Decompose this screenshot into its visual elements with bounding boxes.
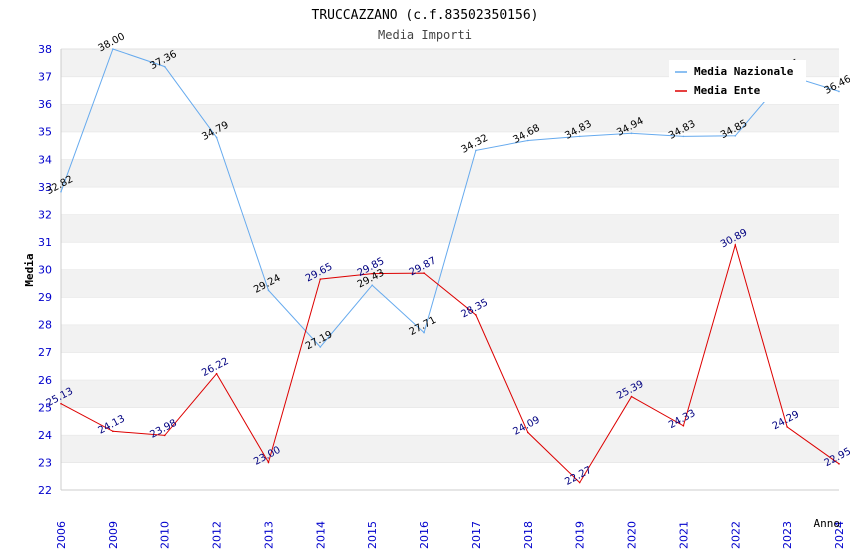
y-tick-label: 23 (38, 456, 52, 469)
legend-label-nazionale: Media Nazionale (694, 65, 794, 78)
y-tick-label: 28 (38, 319, 52, 332)
y-tick-label: 38 (38, 43, 52, 56)
y-tick-label: 35 (38, 126, 52, 139)
data-point (475, 149, 477, 152)
grid-band (61, 297, 839, 325)
x-tick-label: 2024 (833, 521, 846, 549)
y-tick-label: 25 (38, 401, 52, 414)
data-point (163, 65, 166, 68)
series-lines (60, 48, 840, 484)
data-point (682, 424, 685, 427)
grid-band (61, 214, 839, 242)
data-point (423, 272, 425, 274)
data-point (371, 284, 374, 287)
chart-title: TRUCCAZZANO (c.f.83502350156) (312, 8, 539, 23)
data-point (578, 135, 581, 138)
grid-band (61, 434, 839, 463)
data-point (630, 395, 633, 398)
grid-band (61, 352, 839, 380)
y-tick-label: 31 (38, 236, 52, 249)
data-point (527, 431, 529, 434)
data-point (319, 278, 322, 280)
x-axis-label: Anno (814, 517, 841, 530)
grid-band (61, 324, 839, 353)
grid-band (61, 379, 839, 408)
data-point (734, 135, 737, 137)
grid-band (61, 462, 839, 490)
x-tick-label: 2012 (211, 521, 224, 549)
grid-bands (60, 48, 839, 491)
legend: Media Nazionale Media Ente (669, 60, 806, 102)
y-tick-label: 36 (38, 98, 52, 111)
x-tick-label: 2020 (626, 521, 639, 549)
x-tick-label: 2016 (418, 521, 431, 549)
x-tick-label: 2010 (159, 521, 172, 549)
data-point (423, 331, 425, 334)
data-point (112, 48, 114, 50)
grid-band (61, 104, 839, 132)
data-point (527, 139, 529, 142)
y-tick-label: 27 (38, 346, 52, 359)
data-point (319, 346, 322, 348)
data-point (215, 372, 218, 375)
x-tick-label: 2014 (314, 521, 327, 549)
x-tick-label: 2023 (781, 521, 794, 549)
y-tick-label: 33 (38, 181, 52, 194)
grid-band (61, 186, 839, 215)
data-point (578, 481, 581, 484)
series-line-0 (60, 48, 840, 348)
data-point (60, 190, 62, 193)
x-tick-label: 2017 (470, 521, 483, 549)
grid-band (61, 407, 839, 435)
data-point (60, 402, 62, 405)
data-point (838, 463, 840, 465)
series-line-1 (60, 243, 840, 484)
x-tick-label: 2018 (522, 521, 535, 549)
y-axis-label: Media (23, 253, 36, 286)
data-point (786, 426, 788, 428)
legend-label-ente: Media Ente (694, 84, 761, 97)
data-point (163, 434, 166, 437)
data-point (475, 314, 477, 316)
y-tick-label: 30 (38, 264, 52, 277)
x-tick-label: 2009 (107, 521, 120, 549)
x-tick-label: 2021 (677, 521, 690, 549)
x-axis-ticks: 2006 2009 2010 2012 2013 2014 2015 2016 2017 2018… (55, 521, 846, 549)
y-tick-label: 24 (38, 429, 52, 442)
y-tick-label: 26 (38, 374, 52, 387)
y-axis-ticks: 22 23 24 25 26 27 28 29 30 31 32 33 34 35 36 37 38 (38, 43, 52, 497)
y-tick-label: 32 (38, 208, 52, 221)
x-tick-label: 2022 (729, 521, 742, 549)
data-point (682, 135, 685, 138)
data-point (267, 461, 270, 464)
grid-band (61, 159, 839, 187)
data-point (267, 289, 270, 292)
y-tick-label: 37 (38, 71, 52, 84)
chart-subtitle: Media Importi (378, 28, 472, 42)
x-tick-label: 2006 (55, 521, 68, 549)
data-point (112, 430, 114, 433)
y-tick-label: 29 (38, 291, 52, 304)
grid-band (61, 269, 839, 298)
x-tick-label: 2019 (574, 521, 587, 549)
x-tick-label: 2015 (366, 521, 379, 549)
data-point (371, 272, 374, 275)
x-tick-label: 2013 (262, 521, 275, 549)
legend-box (669, 60, 806, 102)
data-point (630, 132, 633, 135)
y-tick-label: 22 (38, 484, 52, 497)
data-point (734, 244, 737, 246)
grid-band (61, 241, 839, 270)
data-point (838, 90, 840, 93)
y-tick-label: 34 (38, 153, 52, 166)
data-point (215, 136, 218, 139)
